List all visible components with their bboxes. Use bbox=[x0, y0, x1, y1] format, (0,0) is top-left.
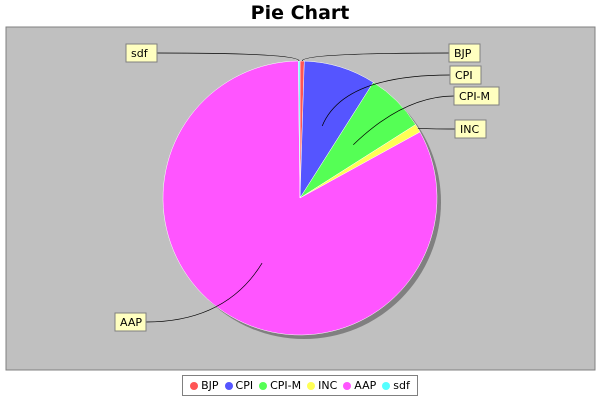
slice-label-inc: INC bbox=[460, 123, 479, 136]
leader-line-cpi-m bbox=[353, 95, 455, 145]
legend-label-bjp: BJP bbox=[201, 379, 219, 392]
legend-swatch-aap bbox=[343, 381, 352, 390]
slice-label-box-bjp bbox=[448, 43, 481, 63]
slice-label-box-inc bbox=[454, 119, 487, 139]
slice-label-bjp: BJP bbox=[454, 47, 472, 60]
legend-label-sdf: sdf bbox=[393, 379, 410, 392]
leader-line-bjp bbox=[301, 52, 450, 62]
slice-label-box-cpi-m bbox=[453, 86, 500, 106]
legend-item-bjp: BJP bbox=[190, 379, 219, 392]
legend-item-aap: AAP bbox=[343, 379, 376, 392]
legend-item-cpi-m: CPI-M bbox=[259, 379, 301, 392]
leader-line-cpi bbox=[321, 74, 451, 127]
slice-label-sdf: sdf bbox=[131, 47, 149, 60]
legend-label-inc: INC bbox=[318, 379, 338, 392]
legend-item-inc: INC bbox=[307, 379, 337, 392]
leader-line-inc bbox=[417, 127, 456, 130]
slice-label-box-aap bbox=[114, 312, 147, 332]
legend-item-cpi: CPI bbox=[224, 379, 254, 392]
legend-item-sdf: sdf bbox=[382, 379, 410, 392]
leader-line-aap bbox=[145, 262, 263, 323]
leader-line-sdf bbox=[156, 52, 300, 62]
legend-swatch-inc bbox=[307, 381, 316, 390]
legend-swatch-cpi bbox=[224, 381, 233, 390]
pie-slice-sdf bbox=[298, 60, 301, 199]
legend-label-cpi: CPI bbox=[235, 379, 254, 392]
legend-label-cpi-m: CPI-M bbox=[270, 379, 302, 392]
legend-swatch-cpi-m bbox=[259, 381, 268, 390]
slice-label-box-cpi bbox=[449, 65, 482, 85]
slice-label-aap: AAP bbox=[120, 316, 142, 329]
legend: BJP CPI CPI-M INC AAP sdf bbox=[182, 375, 418, 396]
slice-label-box-sdf bbox=[125, 43, 158, 63]
legend-swatch-bjp bbox=[190, 381, 199, 390]
legend-label-aap: AAP bbox=[354, 379, 377, 392]
slice-label-cpi: CPI bbox=[455, 69, 473, 82]
slice-label-cpi-m: CPI-M bbox=[459, 90, 490, 103]
legend-swatch-sdf bbox=[382, 381, 391, 390]
chart-title: Pie Chart bbox=[250, 2, 350, 24]
